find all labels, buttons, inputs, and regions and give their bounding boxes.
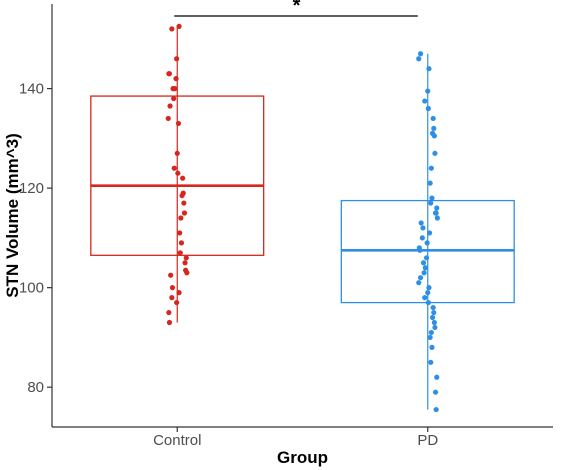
group-control [90,23,265,326]
axes [51,4,553,428]
data-point [171,95,177,102]
data-point [174,299,180,306]
data-point [169,295,175,301]
data-point [434,215,440,221]
data-point [417,51,424,57]
data-point [166,309,172,316]
data-point [183,255,189,261]
data-point [178,240,185,246]
data-point [432,389,439,395]
data-point [429,195,435,201]
x-tick-label: Control [153,432,201,449]
data-point [171,165,177,171]
data-point [166,71,173,77]
data-point [433,210,439,216]
plot-groups [90,23,515,413]
data-point [416,56,422,62]
data-point [426,285,432,291]
data-point [430,304,436,311]
data-point [427,180,433,186]
data-point [434,374,440,380]
data-point [434,205,440,211]
data-point [431,125,437,132]
data-point [172,86,178,92]
data-point [426,230,433,236]
y-axis-ticks: 80 100 120 140 [19,81,52,396]
data-point [431,309,437,316]
data-point [421,270,427,276]
significance-label: * [293,0,301,17]
data-point [166,319,173,326]
data-point [431,133,437,139]
data-point [428,165,434,171]
x-axis-title: Group [277,448,328,467]
data-point [168,272,174,278]
data-point [425,88,431,94]
data-point [426,66,432,72]
data-point [175,120,182,127]
data-point [431,319,437,326]
data-point [425,290,431,296]
data-point [177,250,183,256]
data-point [430,115,436,122]
data-point [422,295,428,301]
data-point [179,192,185,199]
data-point [417,275,424,281]
data-point [418,220,424,226]
data-point [178,215,184,221]
data-point [433,406,439,413]
data-point [180,175,186,181]
data-point [419,235,425,241]
data-point [417,247,423,253]
data-point [181,200,187,206]
data-point [425,299,431,306]
data-point [169,285,176,291]
y-tick-label: 80 [27,379,44,396]
data-point [428,329,434,336]
data-point [422,265,428,271]
significance-annotation: * [174,0,418,17]
group-pd [340,51,515,413]
y-axis-title: STN Volume (mm^3) [3,133,22,298]
data-point [422,98,428,104]
data-point [416,280,422,286]
data-point [176,290,182,296]
data-point [420,225,426,231]
data-point [184,270,190,276]
data-point [432,150,438,156]
data-point [175,170,181,176]
y-tick-label: 100 [19,280,44,297]
data-point [423,255,430,261]
x-tick-label: PD [417,432,438,449]
data-point [167,103,173,109]
y-tick-label: 120 [19,180,44,197]
data-point [181,210,188,216]
data-point [169,26,175,32]
data-point [177,230,183,236]
y-tick-label: 140 [19,81,44,98]
data-point [429,314,436,321]
data-point [420,260,427,266]
x-axis-ticks: Control PD [153,427,438,449]
data-point [428,200,434,206]
data-point [429,344,435,350]
data-point [174,56,180,62]
data-point [173,76,179,82]
data-point [165,115,171,122]
box-iqr [90,95,265,256]
data-point [176,23,182,29]
data-point [424,240,430,246]
data-point [427,334,433,341]
data-point [174,150,180,156]
data-point [428,359,434,365]
data-point [182,260,188,266]
data-point [432,324,438,331]
data-point [425,105,431,112]
